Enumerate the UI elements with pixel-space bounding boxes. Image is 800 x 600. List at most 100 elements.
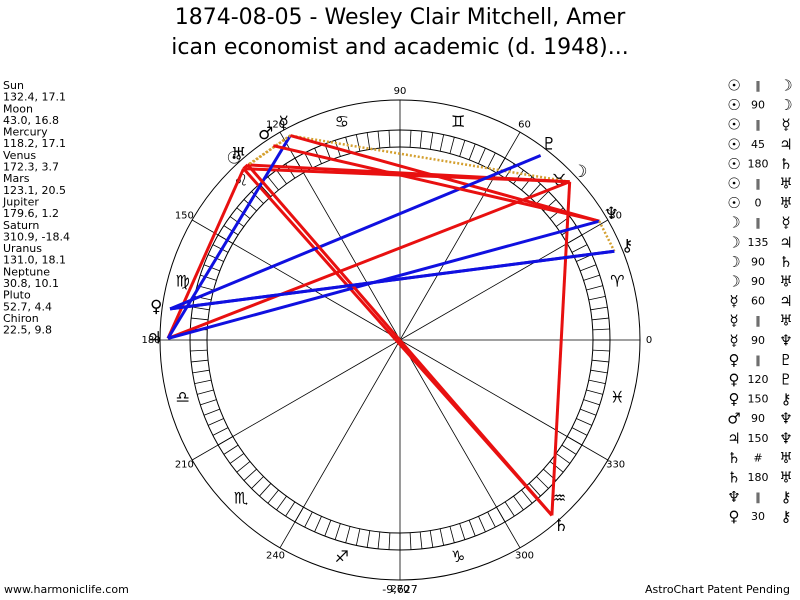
aspect-planet: ♂ (727, 410, 740, 428)
ring-tick (334, 523, 341, 540)
spoke (399, 131, 521, 341)
aspect-symbol: 60 (751, 295, 765, 308)
sign-glyph: ♏ (234, 489, 248, 508)
sign-glyph: ♓ (610, 388, 624, 407)
aspect-planet: ⚷ (781, 390, 792, 408)
sign-glyph: ♐ (335, 547, 349, 566)
footer-left: www.harmoniclife.com (4, 583, 129, 596)
ring-tick (191, 317, 209, 321)
aspect-symbol: ‖ (755, 177, 761, 190)
ring-tick (591, 317, 609, 321)
ring-tick (528, 183, 541, 197)
planet-position: 118.2, 17.1 (3, 137, 66, 150)
degree-label: 90 (394, 86, 407, 97)
planet-position: 52.7, 4.4 (3, 300, 52, 313)
aspect-planet: ☽ (727, 273, 740, 291)
ring-tick (388, 130, 391, 148)
ring-tick (429, 132, 434, 150)
planet-glyph: ⚷ (621, 236, 633, 256)
planet-name: Jupiter (2, 196, 39, 209)
ring-tick (259, 483, 272, 497)
ring-tick (513, 495, 524, 511)
aspect-planet: ♆ (779, 410, 792, 428)
ring-tick (504, 501, 515, 517)
aspect-line (290, 134, 570, 184)
ring-tick (267, 489, 279, 504)
aspect-line (247, 163, 570, 184)
ring-tick (314, 516, 322, 533)
ring-tick (366, 132, 371, 150)
degree-label: 210 (175, 460, 194, 471)
aspect-symbol: 135 (748, 236, 769, 249)
spoke (399, 219, 609, 341)
aspect-planet: ⚷ (781, 488, 792, 506)
ring-tick (439, 134, 445, 152)
sign-glyph: ♍ (175, 271, 189, 290)
aspect-line (598, 220, 616, 252)
ring-tick (192, 306, 210, 311)
aspect-planet: ♇ (779, 371, 792, 389)
aspect-planet: ☉ (727, 116, 740, 134)
ring-tick (429, 530, 434, 548)
planet-position: 310.9, -18.4 (3, 230, 70, 243)
aspect-symbol: 45 (751, 138, 765, 151)
footer-right: AstroChart Patent Pending (645, 583, 790, 596)
aspect-line (247, 134, 292, 166)
degree-label: 30 (609, 211, 622, 222)
ring-tick (190, 349, 208, 352)
ring-tick (588, 379, 606, 385)
aspect-planet: ♅ (779, 194, 792, 212)
ring-tick (200, 274, 217, 281)
aspect-planet: ♇ (779, 351, 792, 369)
aspect-planet: ☉ (727, 135, 740, 153)
aspect-symbol: 90 (751, 334, 765, 347)
aspect-planet: ♀ (729, 371, 740, 389)
ring-tick (439, 528, 445, 546)
aspect-planet: ♆ (779, 331, 792, 349)
planet-glyph: ♄ (553, 516, 568, 536)
aspect-planet: ☽ (727, 214, 740, 232)
ring-tick (377, 531, 381, 549)
planet-glyph: ♃ (146, 328, 161, 348)
ring-tick (487, 152, 496, 169)
aspect-planet: ☿ (729, 331, 738, 349)
aspect-planet: ☿ (729, 312, 738, 330)
aspect-planet: ☉ (727, 155, 740, 173)
ring-tick (555, 453, 571, 464)
aspect-planet: ♄ (727, 449, 740, 467)
ring-tick (251, 191, 264, 204)
aspect-symbol: ‖ (755, 314, 761, 327)
aspect-planet: ♅ (779, 469, 792, 487)
planet-position: 179.6, 1.2 (3, 207, 59, 220)
planet-glyph: ♇ (541, 134, 556, 154)
aspect-symbol: 120 (748, 373, 769, 386)
ring-tick (592, 328, 610, 331)
ring-tick (229, 453, 245, 464)
ring-tick (583, 274, 600, 281)
ring-tick (236, 461, 251, 473)
aspect-line (272, 144, 600, 223)
degree-label: 120 (266, 119, 285, 130)
ring-tick (243, 199, 257, 212)
ring-tick (377, 131, 381, 149)
ring-tick (355, 528, 361, 546)
sign-glyph: ♎ (175, 388, 189, 407)
aspect-planet: ♅ (779, 449, 792, 467)
aspect-line (166, 168, 245, 339)
planet-glyph: ♂ (258, 124, 273, 144)
ring-tick (513, 169, 524, 185)
planet-glyph: ♅ (231, 144, 246, 164)
aspect-planet: ♅ (779, 175, 792, 193)
ring-tick (345, 526, 351, 543)
degree-label: 150 (175, 211, 194, 222)
planet-name: Moon (3, 102, 33, 115)
planet-position: 30.8, 10.1 (3, 277, 59, 290)
ring-tick (459, 523, 466, 540)
ring-tick (203, 408, 220, 416)
degree-label: 270 (390, 584, 409, 595)
planet-name: Mercury (3, 126, 48, 139)
planet-position: 172.3, 3.7 (3, 161, 59, 174)
aspect-planet: ♀ (729, 351, 740, 369)
aspect-line (169, 154, 542, 311)
